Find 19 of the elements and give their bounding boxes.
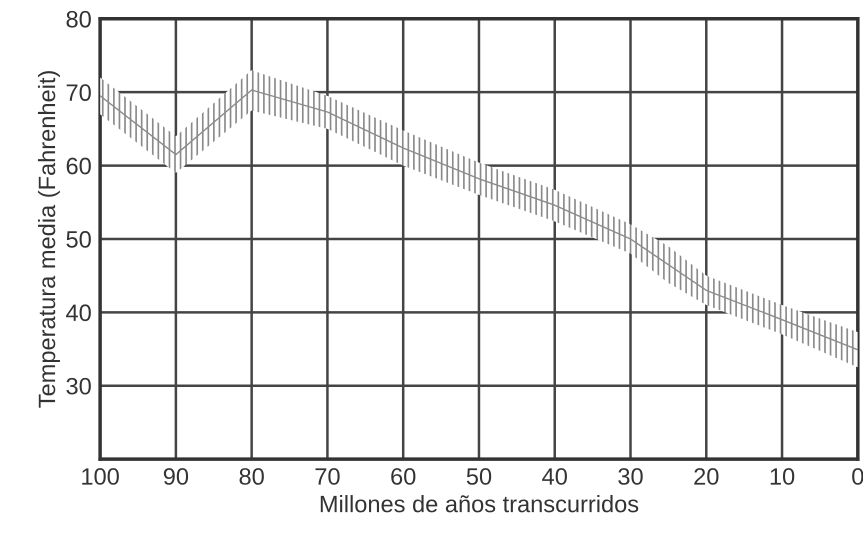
- x-tick-label: 10: [770, 468, 794, 485]
- x-tick-label: 50: [466, 468, 492, 485]
- x-tick-label: 100: [82, 468, 119, 485]
- y-tick-label: 60: [66, 158, 91, 174]
- y-tick-label: 40: [66, 304, 91, 322]
- x-tick-label: 60: [391, 468, 416, 485]
- x-axis-title: Millones de años transcurridos: [320, 495, 638, 512]
- x-tick-label: 40: [542, 468, 567, 485]
- x-tick-label: 20: [694, 468, 718, 485]
- y-tick-label: 50: [66, 231, 91, 248]
- x-tick-label: 80: [240, 468, 264, 485]
- x-tick-label: 0: [852, 468, 863, 485]
- x-tick-label: 90: [164, 468, 188, 485]
- y-tick-label: 70: [66, 84, 91, 101]
- y-axis-title: Temperatura media (Fahrenheit): [38, 71, 60, 408]
- x-tick-label: 30: [618, 468, 643, 485]
- y-tick-label: 80: [66, 10, 91, 28]
- y-tick-label: 30: [66, 378, 91, 395]
- x-tick-label: 70: [316, 468, 340, 485]
